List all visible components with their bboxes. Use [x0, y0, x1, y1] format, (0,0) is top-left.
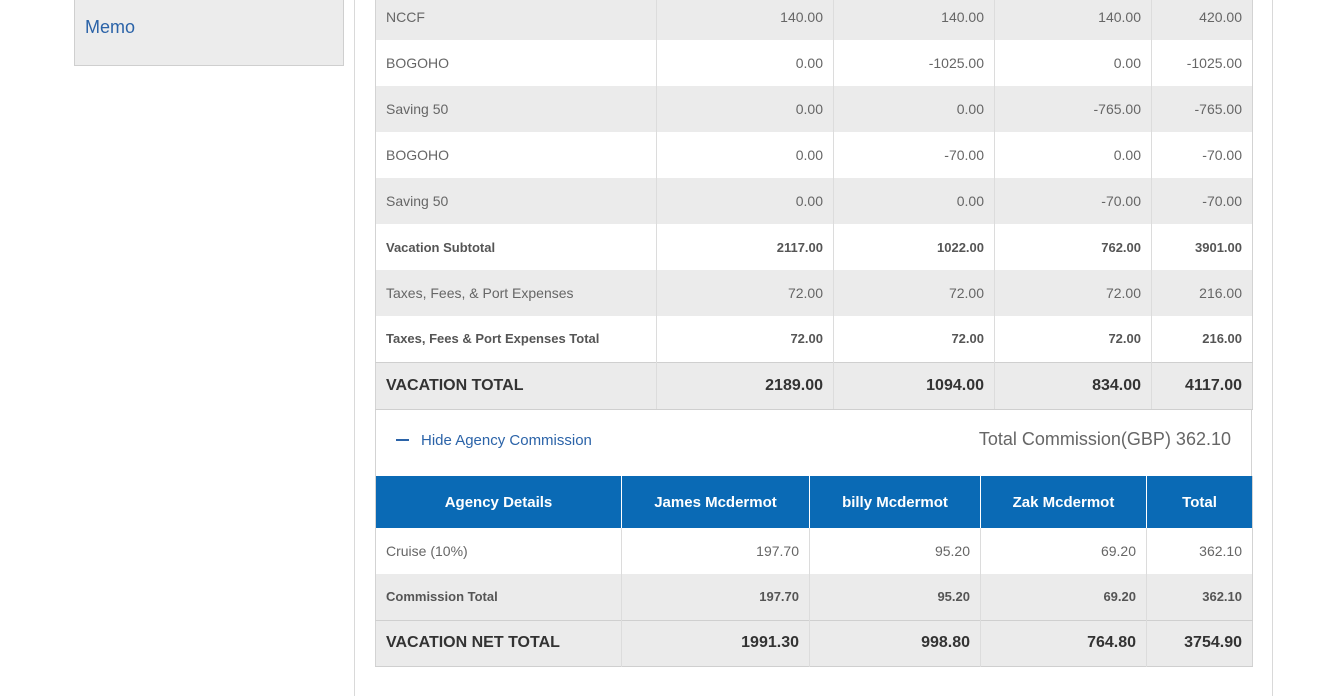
row-value: 2117.00 — [656, 224, 834, 270]
row-value: 4117.00 — [1151, 361, 1253, 410]
row-label: VACATION NET TOTAL — [375, 619, 622, 666]
header-billy-mcdermot: billy Mcdermot — [809, 476, 981, 528]
row-value: 95.20 — [809, 528, 981, 574]
pricing-table: NCCF 140.00 140.00 140.00 420.00 BOGOHO 0.00 -1… — [375, 0, 1253, 410]
row-value: 197.70 — [621, 528, 810, 574]
row-value: 72.00 — [656, 316, 834, 362]
content-border-left — [354, 0, 355, 696]
row-value: 1022.00 — [833, 224, 995, 270]
row-value: 1991.30 — [621, 619, 810, 666]
header-total: Total — [1146, 476, 1253, 528]
row-value: 72.00 — [994, 316, 1152, 362]
table-row: VACATION NET TOTAL 1991.30 998.80 764.80 375… — [375, 619, 1253, 666]
row-label: Taxes, Fees & Port Expenses Total — [375, 316, 657, 362]
row-value: 362.10 — [1199, 543, 1242, 559]
row-value: 69.20 — [980, 528, 1147, 574]
minus-icon — [396, 439, 409, 442]
row-label: VACATION TOTAL — [375, 361, 657, 410]
header-zak-mcdermot: Zak Mcdermot — [980, 476, 1147, 528]
hide-agency-commission-toggle[interactable]: Hide Agency Commission — [396, 432, 592, 449]
row-value: 72.00 — [833, 270, 995, 316]
total-commission: Total Commission(GBP) 362.10 — [978, 429, 1231, 449]
table-row: BOGOHO 0.00 -70.00 0.00 -70.00 — [375, 132, 1253, 178]
table-row: Cruise (10%) 197.70 95.20 69.20 362.10 — [375, 528, 1253, 574]
row-label: Taxes, Fees, & Port Expenses — [375, 270, 657, 316]
row-value: -70.00 — [1151, 178, 1253, 224]
row-value: 140.00 — [994, 0, 1152, 40]
row-value: 197.70 — [621, 574, 810, 620]
commission-bar: Hide Agency Commission Total Commission(… — [375, 410, 1252, 476]
table-row: Taxes, Fees, & Port Expenses 72.00 72.00 72… — [375, 270, 1253, 316]
row-value: 362.10 — [1146, 574, 1253, 620]
row-label: NCCF — [375, 0, 657, 40]
row-value: -1025.00 — [1186, 55, 1242, 71]
row-value: 0.00 — [656, 178, 834, 224]
row-value: 216.00 — [1202, 331, 1242, 347]
row-value: -765.00 — [1151, 86, 1253, 132]
row-label: Saving 50 — [375, 178, 657, 224]
row-value: 3901.00 — [1195, 239, 1242, 255]
row-label: BOGOHO — [375, 132, 657, 178]
commission-table: Agency Details James Mcdermot billy Mcde… — [375, 476, 1253, 667]
row-value: 0.00 — [656, 132, 834, 178]
table-row: Saving 50 0.00 0.00 -765.00 -765.00 — [375, 86, 1253, 132]
row-value: 3754.90 — [1146, 619, 1253, 666]
row-value: 72.00 — [656, 270, 834, 316]
row-value: 0.00 — [994, 40, 1152, 86]
row-value: 1094.00 — [833, 361, 995, 410]
table-row: Commission Total 197.70 95.20 69.20 362.10 — [375, 574, 1253, 620]
row-value: 0.00 — [656, 86, 834, 132]
table-row: Saving 50 0.00 0.00 -70.00 -70.00 — [375, 178, 1253, 224]
row-value: 95.20 — [809, 574, 981, 620]
table-row: VACATION TOTAL 2189.00 1094.00 834.00 4117.0… — [375, 361, 1253, 410]
row-value: 140.00 — [656, 0, 834, 40]
row-value: 834.00 — [994, 361, 1152, 410]
row-value: 420.00 — [1151, 0, 1253, 40]
row-label: BOGOHO — [375, 40, 657, 86]
row-value: -70.00 — [833, 132, 995, 178]
row-value: 764.80 — [980, 619, 1147, 666]
table-row: BOGOHO 0.00 -1025.00 0.00 -1025.00 — [375, 40, 1253, 86]
sidebar-panel: Memo — [74, 0, 344, 66]
row-value: 72.00 — [994, 270, 1152, 316]
row-label: Commission Total — [375, 574, 622, 620]
row-value: 0.00 — [994, 132, 1152, 178]
row-value: 762.00 — [994, 224, 1152, 270]
table-row: NCCF 140.00 140.00 140.00 420.00 — [375, 0, 1253, 40]
header-agency-details: Agency Details — [375, 476, 622, 528]
header-james-mcdermot: James Mcdermot — [621, 476, 810, 528]
row-label: Cruise (10%) — [375, 528, 622, 574]
row-value: 998.80 — [809, 619, 981, 666]
row-value: -1025.00 — [833, 40, 995, 86]
row-value: 2189.00 — [656, 361, 834, 410]
row-value: 0.00 — [833, 178, 995, 224]
content-border-right — [1272, 0, 1273, 696]
row-value: 69.20 — [980, 574, 1147, 620]
row-value: 140.00 — [833, 0, 995, 40]
commission-header-row: Agency Details James Mcdermot billy Mcde… — [375, 476, 1253, 528]
table-row: Taxes, Fees & Port Expenses Total 72.00 72… — [375, 316, 1253, 362]
row-value: 0.00 — [833, 86, 995, 132]
row-value: -70.00 — [1202, 147, 1242, 163]
row-label: Vacation Subtotal — [375, 224, 657, 270]
memo-link[interactable]: Memo — [85, 17, 136, 37]
row-value: 216.00 — [1151, 270, 1253, 316]
row-value: 72.00 — [833, 316, 995, 362]
row-value: -70.00 — [994, 178, 1152, 224]
row-value: 0.00 — [656, 40, 834, 86]
row-label: Saving 50 — [375, 86, 657, 132]
table-row: Vacation Subtotal 2117.00 1022.00 762.00 390… — [375, 224, 1253, 270]
row-value: -765.00 — [994, 86, 1152, 132]
hide-agency-commission-label: Hide Agency Commission — [421, 432, 592, 449]
